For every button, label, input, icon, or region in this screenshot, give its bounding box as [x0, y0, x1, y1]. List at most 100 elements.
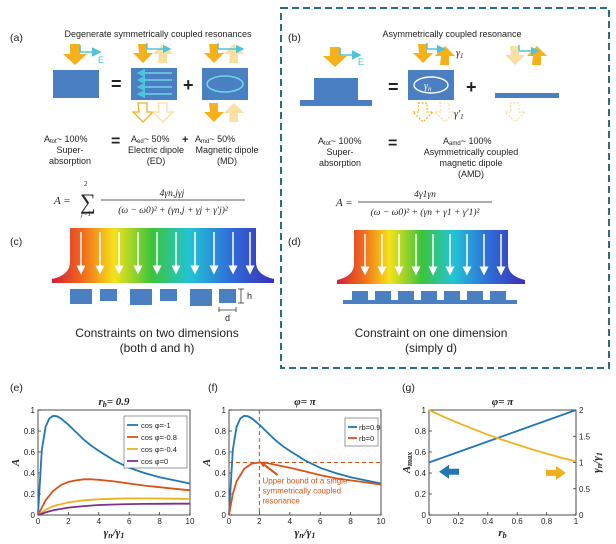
panel-b-eq1: = [388, 77, 399, 97]
x-tick-label: 8 [157, 517, 162, 526]
svg-text:4γ1γn: 4γ1γn [414, 190, 436, 200]
panel-a-eq2: = [111, 133, 120, 150]
panel-b-formula: A = 4γ1γn (ω − ω0)² + (γn + γ1 + γ′1)² [335, 190, 492, 218]
chart-f-ylabel: A [201, 459, 213, 467]
x-tick-label: 6 [318, 517, 323, 526]
panel-b-amd-line2: magnetic dipole [439, 158, 502, 168]
panel-c-caption1: Constraints on two dimensions [75, 326, 238, 340]
chart-g: 0 0.2 0.4 0.6 0.8 100.20.40.60.8100.511.52φ= … [401, 396, 604, 540]
panel-label-c: (c) [10, 236, 22, 248]
panel-a-formula: A = ∑ 2 j=1 4γn,jγj (ω − ω0)² + (γn,j + … [53, 180, 245, 218]
panel-d-caption2: (simply d) [405, 341, 457, 355]
x-tick-label: 2 [66, 517, 71, 526]
y-tick-label: 0.8 [24, 427, 36, 436]
chart-f-annotation-line: Upper bound of a single [262, 477, 348, 486]
panel-b-d-dashed-frame [280, 7, 610, 369]
chart-g-title: φ= π [492, 396, 514, 408]
panel-a-ed-label: Electric dipole [128, 145, 184, 155]
panel-b-tot-line2: Super- [326, 147, 353, 157]
x-tick-label: 0.6 [512, 517, 524, 526]
panel-a-title: Degenerate symmetrically coupled resonan… [64, 29, 252, 39]
x-tick-label: 0.4 [482, 517, 494, 526]
y-tick-label: 0 [222, 511, 227, 520]
chart-f-xlabel: γn/γ1 [295, 527, 316, 540]
panel-label-b: (b) [288, 32, 301, 44]
y-tick-label: 0.4 [415, 469, 427, 478]
panel-b-tot-value: Atot~ 100% [318, 136, 361, 147]
panel-c-dimension-marks [218, 288, 244, 312]
svg-text:A =: A = [53, 195, 71, 207]
panel-b-amd-arrows [413, 43, 455, 65]
chart-g-frame [428, 409, 577, 516]
y-right-tick-label: 2 [579, 406, 584, 415]
panel-a-md-value: Amd~ 50% [195, 134, 235, 145]
panel-a-md-emitted-arrows [204, 103, 244, 122]
y-tick-label: 0.6 [215, 448, 227, 457]
panel-b-amd-value: Aamd~ 100% [443, 136, 491, 147]
y-tick-label: 0.2 [24, 490, 36, 499]
chart-e-series-0 [37, 414, 191, 516]
x-tick-label: 6 [127, 517, 132, 526]
y-right-tick-label: 1.5 [579, 432, 591, 441]
panel-a-md-label: Magnetic dipole [195, 145, 258, 155]
y-right-tick-label: 1 [579, 459, 584, 468]
panel-a-tot-value: Atot~ 100% [44, 134, 87, 145]
panel-d-caption1: Constraint on one dimension [355, 326, 508, 340]
panel-a-ed-emitted-arrows [131, 102, 175, 123]
y-right-tick-label: 0.5 [579, 485, 591, 494]
svg-text:2: 2 [84, 180, 88, 188]
panel-label-a: (a) [10, 32, 23, 44]
panel-a-tot-line3: absorption [49, 156, 91, 166]
x-tick-label: 4 [97, 517, 102, 526]
chart-e-title: rb= 0.9 [98, 396, 130, 409]
panel-c-resonator-array [70, 289, 236, 306]
chart-e-series-1 [37, 478, 191, 516]
chart-g-xlabel: rb [498, 527, 506, 540]
y-tick-label: 1 [31, 406, 36, 415]
panel-a-e-label: E [98, 55, 104, 65]
x-tick-label: 0 [227, 517, 232, 526]
panel-c-caption2: (both d and h) [120, 341, 195, 355]
chart-g-ylabel-right-text: γn/γ1 [591, 452, 604, 473]
y-tick-label: 0.8 [215, 427, 227, 436]
panel-a-tot-line2: Super- [56, 145, 83, 155]
chart-e-xlabel: γn/γ1 [104, 527, 125, 540]
svg-text:(ω − ω0)² + (γn,j + γj + γ′j)²: (ω − ω0)² + (γn,j + γj + γ′j)² [118, 205, 228, 216]
panel-b-incident-arrow [323, 47, 362, 67]
panel-c-h-label: h [247, 291, 252, 301]
chart-f-series-1 [228, 461, 382, 516]
y-tick-label: 0.4 [24, 469, 36, 478]
y-right-tick-label: 0 [579, 511, 584, 520]
chart-g-ylabel: Amax [401, 452, 414, 475]
panel-a-plus2: + [182, 134, 188, 146]
y-tick-label: 0.2 [215, 490, 227, 499]
panel-a-ed-field-arrows [136, 68, 172, 99]
panel-label-g: (g) [402, 382, 415, 394]
panel-b-gamma-n: γn [424, 81, 432, 93]
y-tick-label: 0.4 [215, 469, 227, 478]
panel-a-md-abbr: (MD) [217, 156, 237, 166]
svg-text:A =: A = [335, 197, 353, 209]
panel-a-resonator [53, 70, 99, 98]
panel-b-eq2: = [388, 135, 397, 152]
panel-b-plus: + [466, 77, 477, 97]
svg-text:∑: ∑ [80, 189, 96, 214]
panel-a-md-arrows [204, 43, 245, 63]
panel-b-amd-box [408, 70, 454, 100]
panel-b-resonator [300, 78, 372, 106]
chart-e-legend-label: cos φ=-0.4 [141, 445, 177, 454]
panel-c-light-arrows [76, 232, 255, 275]
panel-b-tot-line3: absorption [319, 158, 361, 168]
chart-f-annotation-arrow-line [263, 463, 279, 476]
panel-d-resonator-array [343, 291, 517, 304]
panel-b-substrate [495, 93, 559, 98]
y-tick-label: 1 [222, 406, 227, 415]
y-tick-label: 0.6 [24, 448, 36, 457]
chart-f-legend-label: rb=0 [359, 434, 374, 443]
chart-e-legend-label: cos φ=0 [141, 457, 168, 466]
chart-f-xlabel-text: γn/γ1 [295, 527, 316, 540]
x-tick-label: 10 [377, 517, 386, 526]
panel-label-d: (d) [288, 236, 301, 248]
